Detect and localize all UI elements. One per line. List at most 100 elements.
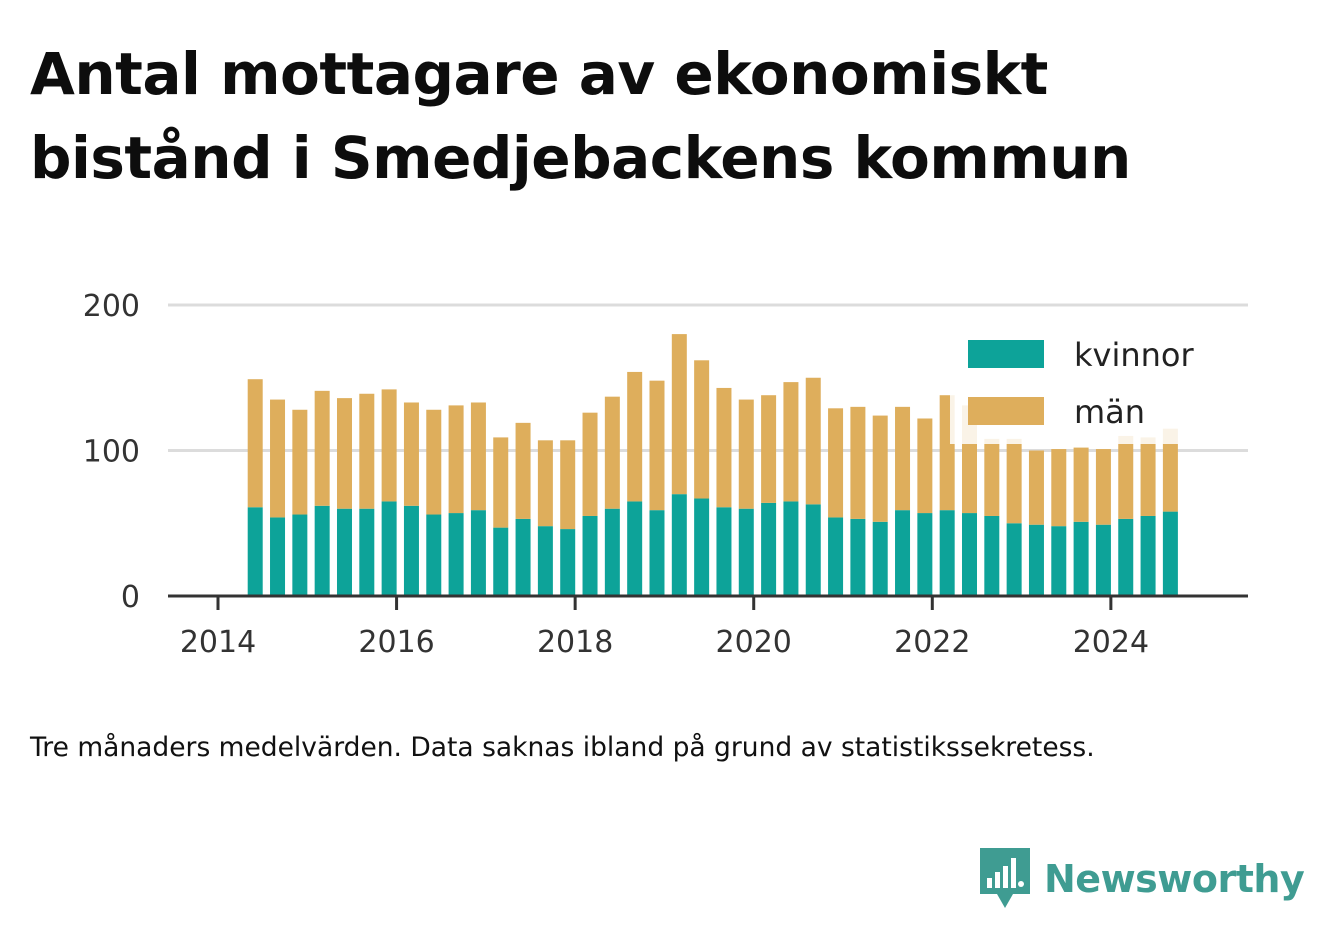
- bar-m-n: [761, 395, 777, 503]
- x-tick-label: 2022: [894, 625, 970, 660]
- legend-swatch-kvinnor: [968, 340, 1044, 368]
- bar-m-n: [292, 409, 308, 515]
- bar-kvinnor: [939, 510, 955, 596]
- legend-label: män: [1074, 393, 1145, 431]
- bar-kvinnor: [783, 501, 799, 596]
- bar-kvinnor: [560, 529, 576, 596]
- bar-m-n: [270, 399, 286, 518]
- bar-kvinnor: [694, 498, 710, 596]
- bar-kvinnor: [671, 494, 687, 596]
- x-axis-ticks: 2014 2016 2018 2020 2022 2024: [180, 596, 1149, 660]
- legend-swatch-m-n: [968, 397, 1044, 425]
- bar-m-n: [627, 371, 643, 502]
- bar-kvinnor: [627, 501, 643, 596]
- bar-kvinnor: [381, 501, 397, 596]
- bar-kvinnor: [738, 508, 754, 596]
- legend-label: kvinnor: [1074, 336, 1195, 374]
- bar-kvinnor: [537, 526, 553, 596]
- bar-kvinnor: [917, 513, 933, 596]
- bar-m-n: [359, 393, 375, 509]
- bar-kvinnor: [828, 517, 844, 596]
- bar-kvinnor: [403, 505, 419, 596]
- bar-m-n: [895, 406, 911, 511]
- bar-m-n: [1118, 435, 1134, 519]
- y-axis-ticks: 0 100 200: [83, 289, 140, 615]
- bar-kvinnor: [649, 510, 665, 596]
- bar-kvinnor: [1051, 526, 1067, 596]
- bar-m-n: [716, 387, 732, 508]
- bars: [247, 334, 1178, 596]
- y-tick-label: 0: [121, 580, 140, 615]
- bar-m-n: [381, 389, 397, 502]
- bar-m-n: [1140, 437, 1156, 516]
- bar-m-n: [850, 406, 866, 519]
- bar-m-n: [515, 422, 531, 519]
- bar-kvinnor: [470, 510, 486, 596]
- bar-m-n: [738, 399, 754, 509]
- page-title: Antal mottagare av ekonomiskt bistånd i …: [30, 40, 1131, 192]
- y-tick-label: 100: [83, 435, 140, 470]
- bar-kvinnor: [872, 521, 888, 596]
- bar-kvinnor: [1095, 524, 1111, 596]
- bar-kvinnor: [604, 508, 620, 596]
- bar-m-n: [805, 377, 821, 505]
- bar-kvinnor: [961, 513, 977, 596]
- y-tick-label: 200: [83, 289, 140, 324]
- bar-m-n: [470, 402, 486, 511]
- bar-m-n: [828, 408, 844, 518]
- bar-m-n: [671, 334, 687, 495]
- bar-kvinnor: [247, 507, 263, 596]
- bar-kvinnor: [515, 518, 531, 596]
- bar-m-n: [403, 402, 419, 506]
- bar-m-n: [314, 390, 330, 506]
- bar-m-n: [1051, 449, 1067, 527]
- bar-m-n: [649, 380, 665, 511]
- bar-m-n: [984, 438, 1000, 516]
- bar-m-n: [493, 437, 509, 528]
- bar-m-n: [694, 360, 710, 499]
- bar-kvinnor: [314, 505, 330, 596]
- bar-kvinnor: [895, 510, 911, 596]
- bar-m-n: [1006, 438, 1022, 524]
- bar-kvinnor: [1118, 518, 1134, 596]
- bar-m-n: [917, 418, 933, 514]
- bar-m-n: [1095, 449, 1111, 525]
- bar-m-n: [604, 396, 620, 509]
- x-tick-label: 2018: [537, 625, 613, 660]
- bar-m-n: [560, 440, 576, 530]
- legend: kvinnor män: [950, 326, 1220, 444]
- bar-m-n: [872, 415, 888, 522]
- bar-kvinnor: [270, 517, 286, 596]
- bar-m-n: [1073, 447, 1089, 522]
- bar-kvinnor: [984, 515, 1000, 596]
- bar-kvinnor: [850, 518, 866, 596]
- brand-name: Newsworthy: [1044, 857, 1305, 901]
- brand-logo: Newsworthy: [980, 848, 1305, 910]
- bar-kvinnor: [1028, 524, 1044, 596]
- bar-kvinnor: [359, 508, 375, 596]
- bar-m-n: [582, 412, 598, 516]
- x-tick-label: 2024: [1073, 625, 1149, 660]
- bar-kvinnor: [761, 502, 777, 596]
- x-tick-label: 2014: [180, 625, 256, 660]
- bar-m-n: [1028, 450, 1044, 525]
- bar-kvinnor: [1140, 515, 1156, 596]
- x-tick-label: 2016: [358, 625, 434, 660]
- bar-m-n: [448, 405, 464, 514]
- bar-kvinnor: [493, 527, 509, 596]
- bar-m-n: [247, 379, 263, 508]
- newsworthy-bar-chart-icon: [980, 848, 1030, 908]
- bar-kvinnor: [1073, 521, 1089, 596]
- bar-kvinnor: [426, 514, 442, 596]
- bar-kvinnor: [805, 504, 821, 596]
- bar-kvinnor: [448, 513, 464, 596]
- bar-kvinnor: [1006, 523, 1022, 596]
- bar-kvinnor: [292, 514, 308, 596]
- x-tick-label: 2020: [716, 625, 792, 660]
- chart-footnote: Tre månaders medelvärden. Data saknas ib…: [30, 732, 1095, 763]
- bar-m-n: [336, 398, 352, 509]
- bar-kvinnor: [336, 508, 352, 596]
- bar-m-n: [537, 440, 553, 527]
- bar-m-n: [783, 382, 799, 502]
